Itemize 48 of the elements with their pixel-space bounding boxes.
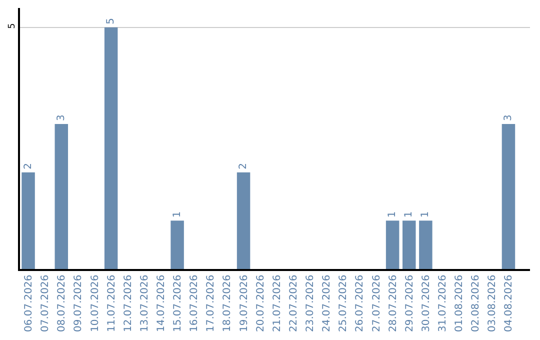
bar (104, 27, 118, 269)
x-tick-label: 01.08.2026 (454, 274, 466, 332)
x-tick-label: 07.07.2026 (40, 274, 52, 332)
x-tick-label: 14.07.2026 (156, 274, 167, 332)
data-label: 1 (172, 211, 183, 218)
bar (386, 220, 400, 269)
x-tick-label: 22.07.2026 (288, 274, 300, 332)
bar (419, 220, 432, 269)
x-tick-label: 17.07.2026 (206, 274, 217, 332)
x-tick-label: 04.08.2026 (504, 274, 515, 332)
data-label: 2 (238, 162, 250, 170)
x-tick-label: 12.07.2026 (122, 274, 134, 332)
bar (236, 172, 250, 269)
x-tick-label: 23.07.2026 (305, 274, 316, 332)
bar (170, 220, 184, 269)
x-tick-label: 29.07.2026 (404, 274, 416, 332)
x-tick-label: 28.07.2026 (388, 274, 399, 332)
x-tick-label: 02.08.2026 (470, 274, 482, 332)
data-label: 3 (56, 114, 67, 121)
x-tick-label: 13.07.2026 (139, 274, 150, 332)
x-tick-label: 08.07.2026 (56, 274, 68, 332)
data-label: 3 (502, 114, 514, 121)
bar (54, 124, 68, 269)
x-tick-label: 21.07.2026 (272, 274, 283, 332)
x-tick-label: 10.07.2026 (90, 274, 101, 332)
x-tick-label: 20.07.2026 (255, 274, 266, 332)
x-tick-label: 24.07.2026 (322, 274, 333, 332)
x-tick-label: 19.07.2026 (238, 274, 250, 332)
x-tick-label: 03.08.2026 (487, 274, 498, 332)
x-tick-label: 09.07.2026 (73, 274, 84, 332)
bar (402, 220, 416, 269)
data-label: 5 (106, 18, 117, 24)
bar (502, 124, 516, 269)
x-tick-label: 30.07.2026 (420, 274, 432, 332)
x-tick-label: 27.07.2026 (371, 274, 382, 332)
x-tick-label: 31.07.2026 (437, 274, 448, 332)
x-tick-label: 15.07.2026 (172, 274, 184, 332)
x-tick-label: 18.07.2026 (222, 274, 234, 332)
data-label: 1 (420, 211, 432, 218)
x-tick-label: 16.07.2026 (189, 274, 200, 332)
data-label: 1 (404, 211, 415, 218)
x-tick-label: 11.07.2026 (106, 274, 118, 332)
x-tick-label: 25.07.2026 (338, 274, 350, 332)
x-tick-label: 06.07.2026 (24, 274, 35, 332)
data-label: 2 (22, 162, 34, 170)
x-tick-label: 26.07.2026 (354, 274, 366, 332)
data-label: 1 (387, 211, 398, 218)
bar (22, 172, 35, 269)
